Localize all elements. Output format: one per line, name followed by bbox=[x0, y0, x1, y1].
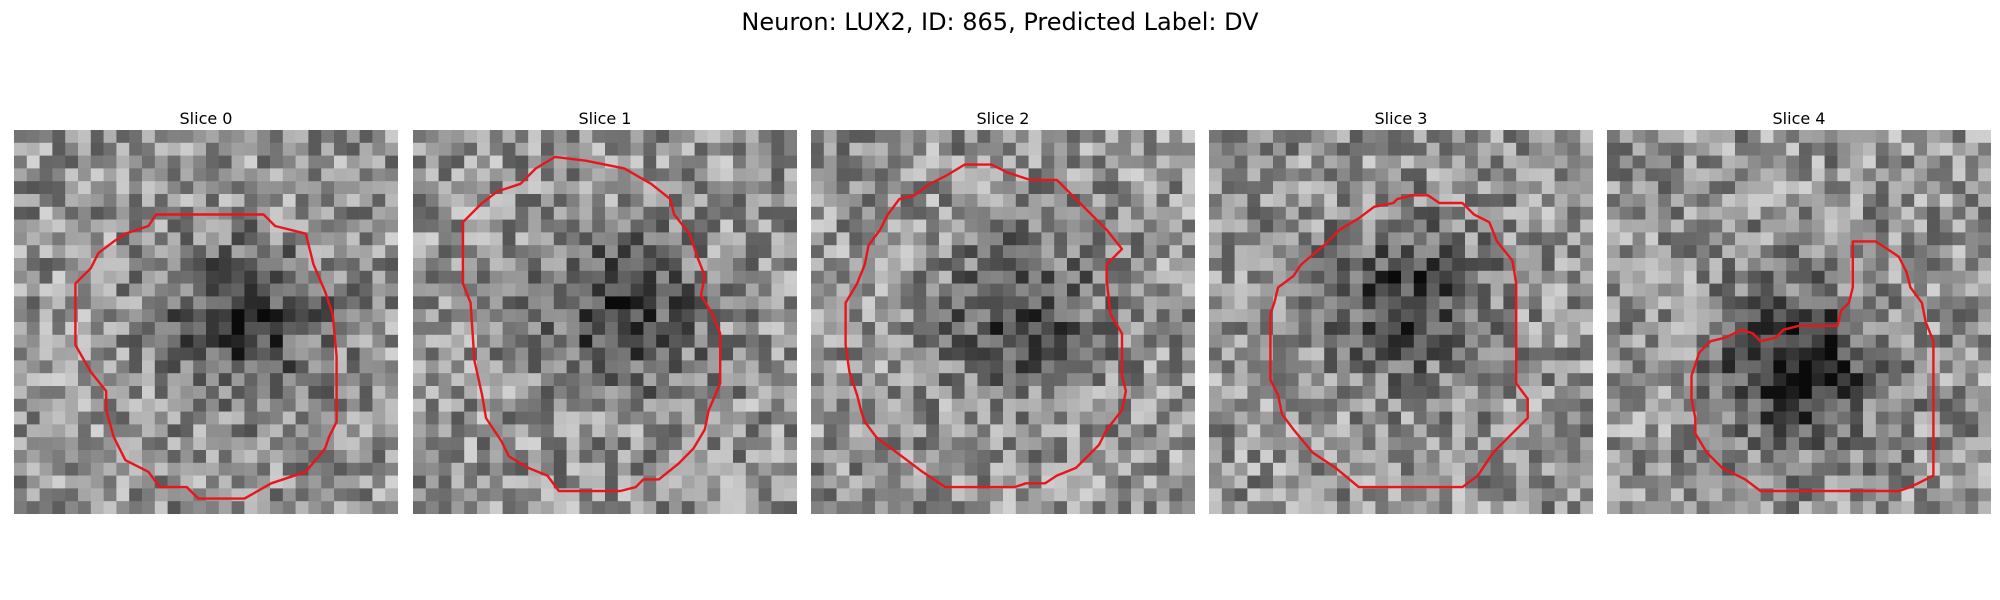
roi-contour bbox=[461, 155, 722, 493]
roi-contour bbox=[1269, 194, 1529, 489]
slice-image bbox=[413, 130, 797, 514]
slice-title: Slice 4 bbox=[1772, 109, 1826, 128]
slice-title: Slice 3 bbox=[1374, 109, 1428, 128]
slice-title: Slice 0 bbox=[179, 109, 233, 128]
slice-image bbox=[811, 130, 1195, 514]
slice-image bbox=[14, 130, 398, 514]
slice-image bbox=[1209, 130, 1593, 514]
roi-contour bbox=[74, 213, 338, 500]
slice-image bbox=[1607, 130, 1991, 514]
slice-panel: Slice 1 bbox=[413, 108, 797, 514]
slice-title: Slice 2 bbox=[976, 109, 1030, 128]
slice-panel: Slice 0 bbox=[14, 108, 398, 514]
figure-title: Neuron: LUX2, ID: 865, Predicted Label: … bbox=[741, 8, 1259, 36]
slice-panel: Slice 2 bbox=[811, 108, 1195, 514]
grayscale-pixels bbox=[413, 130, 797, 514]
slice-title: Slice 1 bbox=[578, 109, 632, 128]
roi-contour bbox=[1690, 240, 1935, 493]
grayscale-pixels bbox=[1607, 130, 1991, 514]
slice-panel: Slice 3 bbox=[1209, 108, 1593, 514]
grayscale-pixels bbox=[811, 130, 1195, 514]
slice-panel: Slice 4 bbox=[1607, 108, 1991, 514]
roi-contour bbox=[844, 163, 1128, 489]
grayscale-pixels bbox=[14, 130, 398, 514]
grayscale-pixels bbox=[1209, 130, 1593, 514]
